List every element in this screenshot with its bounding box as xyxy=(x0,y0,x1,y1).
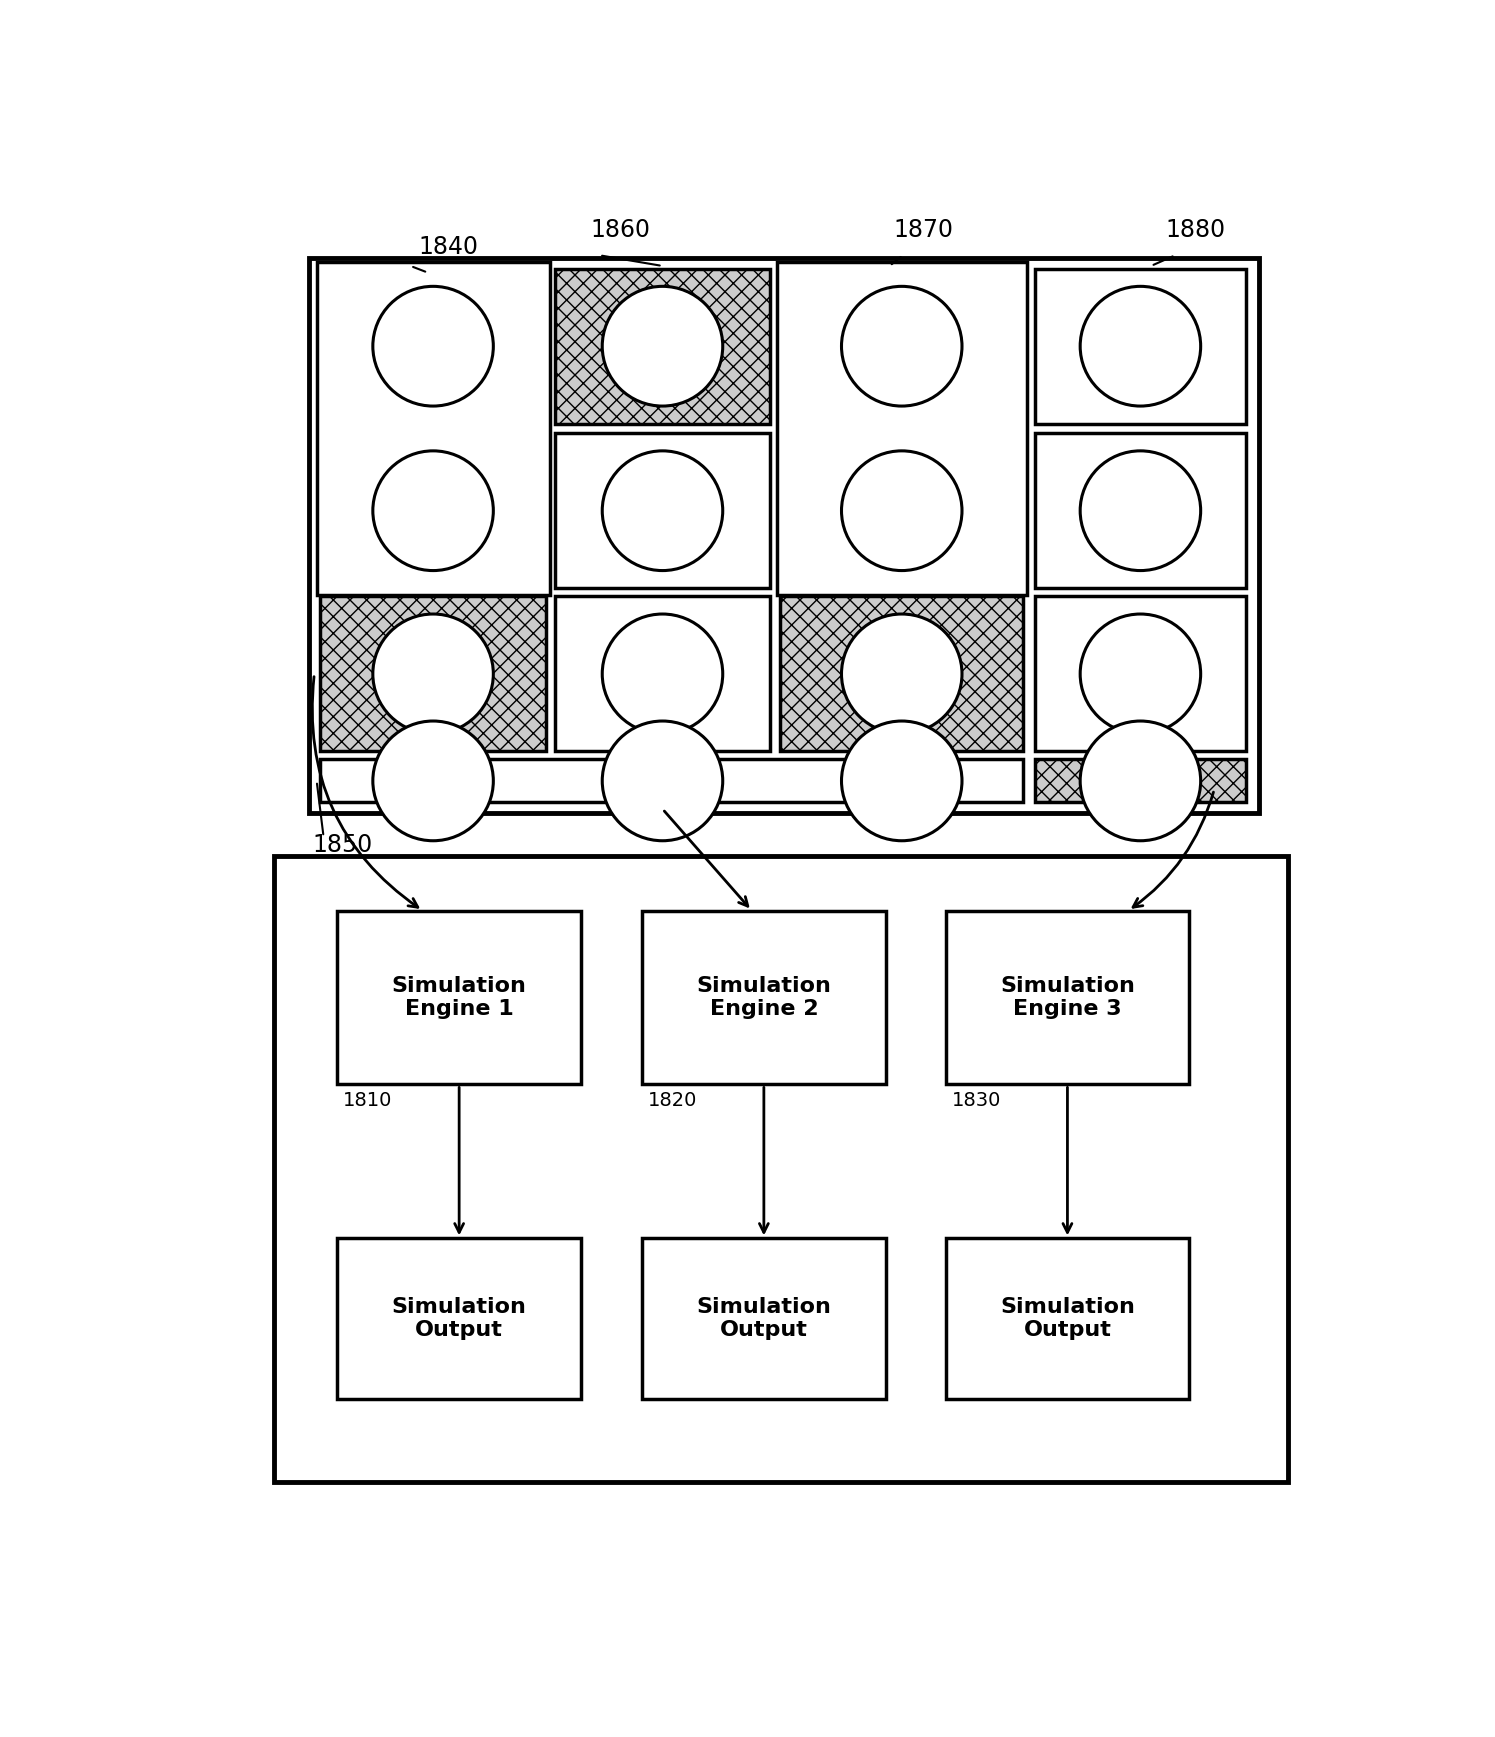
Ellipse shape xyxy=(602,287,722,406)
Bar xyxy=(946,1238,1189,1398)
Bar xyxy=(317,262,550,596)
Bar xyxy=(946,910,1189,1084)
Ellipse shape xyxy=(842,452,961,570)
Ellipse shape xyxy=(602,613,722,733)
Bar xyxy=(320,596,546,752)
Text: 1840: 1840 xyxy=(419,234,478,259)
Text: 1830: 1830 xyxy=(951,1091,1002,1110)
Text: 1820: 1820 xyxy=(647,1091,697,1110)
Bar xyxy=(643,910,885,1084)
Ellipse shape xyxy=(372,452,493,570)
Bar xyxy=(1035,596,1245,752)
Text: 1850: 1850 xyxy=(312,834,372,856)
Text: 1880: 1880 xyxy=(1166,217,1226,241)
Text: Simulation
Output: Simulation Output xyxy=(392,1298,526,1341)
Bar xyxy=(780,596,1024,752)
Text: 1860: 1860 xyxy=(591,217,650,241)
Bar xyxy=(555,596,770,752)
Bar xyxy=(338,1238,580,1398)
Ellipse shape xyxy=(842,721,961,841)
Ellipse shape xyxy=(372,287,493,406)
Bar xyxy=(1035,269,1245,424)
Text: Simulation
Output: Simulation Output xyxy=(697,1298,831,1341)
Bar xyxy=(320,759,1024,802)
Text: Simulation
Output: Simulation Output xyxy=(1000,1298,1135,1341)
Ellipse shape xyxy=(1081,721,1200,841)
Text: 1870: 1870 xyxy=(894,217,954,241)
Ellipse shape xyxy=(842,287,961,406)
Ellipse shape xyxy=(372,613,493,733)
Bar xyxy=(555,269,770,424)
Ellipse shape xyxy=(602,452,722,570)
Text: 1810: 1810 xyxy=(344,1091,393,1110)
Text: Simulation
Engine 3: Simulation Engine 3 xyxy=(1000,976,1135,1020)
Ellipse shape xyxy=(372,721,493,841)
Bar xyxy=(1035,433,1245,589)
Bar xyxy=(643,1238,885,1398)
Bar xyxy=(274,856,1287,1482)
Bar xyxy=(776,262,1027,596)
Ellipse shape xyxy=(842,613,961,733)
Bar xyxy=(338,910,580,1084)
Text: Simulation
Engine 1: Simulation Engine 1 xyxy=(392,976,526,1020)
Bar xyxy=(1035,759,1245,802)
Ellipse shape xyxy=(1081,452,1200,570)
Ellipse shape xyxy=(602,721,722,841)
Bar xyxy=(308,257,1259,813)
Bar xyxy=(555,433,770,589)
Ellipse shape xyxy=(1081,613,1200,733)
Ellipse shape xyxy=(1081,287,1200,406)
Text: Simulation
Engine 2: Simulation Engine 2 xyxy=(697,976,831,1020)
